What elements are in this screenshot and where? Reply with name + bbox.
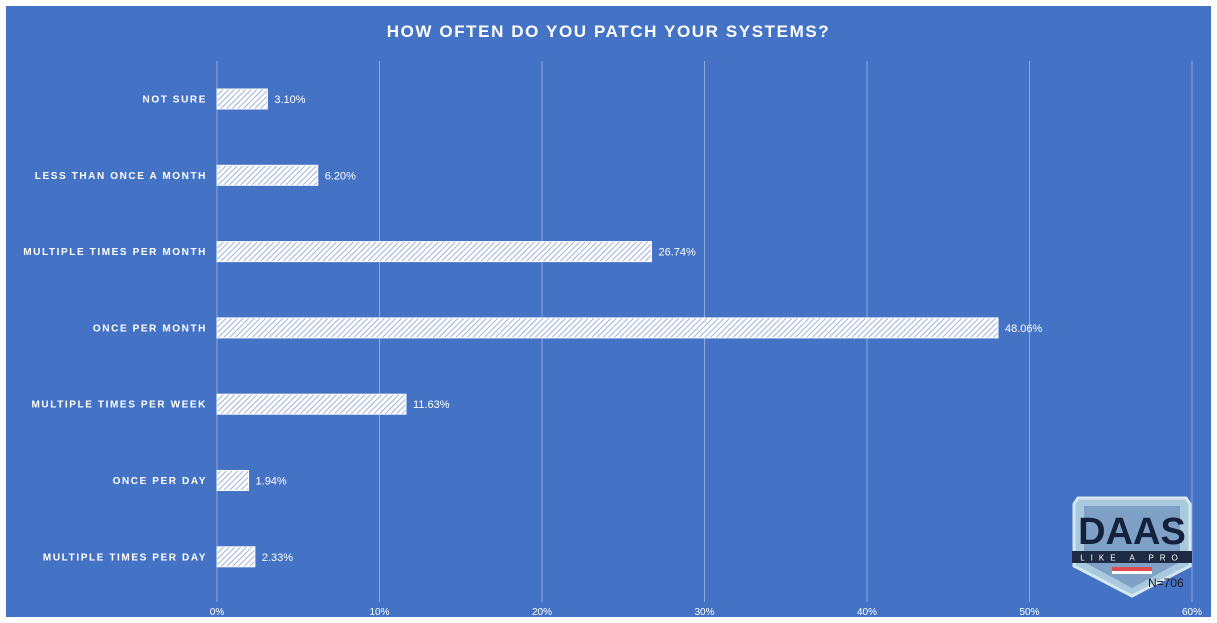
value-label: 6.20%	[325, 170, 356, 182]
x-tick-label-30: 30%	[694, 607, 714, 617]
chart-area: HOW OFTEN DO YOU PATCH YOUR SYSTEMS? 0% 1…	[6, 6, 1211, 617]
value-label: 26.74%	[659, 247, 697, 259]
bar-multiple-times-per-month	[216, 241, 653, 263]
x-tick-label-20: 20%	[532, 607, 552, 617]
bar-less-than-once-a-month	[216, 164, 319, 186]
category-label: MULTIPLE TIMES PER DAY	[43, 552, 207, 563]
chart-title: HOW OFTEN DO YOU PATCH YOUR SYSTEMS?	[386, 22, 831, 41]
bar-once-per-day	[216, 470, 250, 491]
x-tick-label-50: 50%	[1019, 607, 1039, 617]
value-label: 48.06%	[1005, 323, 1043, 335]
category-label: ONCE PER DAY	[113, 476, 207, 487]
value-label: 2.33%	[262, 552, 293, 564]
value-label: 1.94%	[256, 476, 287, 488]
daas-logo: DAAS LIKE A PRO	[1072, 496, 1192, 598]
bar-not-sure	[216, 88, 268, 110]
logo-main-text: DAAS	[1078, 511, 1186, 553]
sample-size-annotation: N=706	[1148, 576, 1184, 590]
value-label: 3.10%	[274, 94, 305, 106]
category-label: LESS THAN ONCE A MONTH	[35, 171, 207, 182]
x-tick-label-0: 0%	[210, 607, 225, 617]
category-label: MULTIPLE TIMES PER WEEK	[31, 400, 207, 411]
value-label: 11.63%	[413, 399, 450, 411]
bar-once-per-month	[216, 317, 999, 339]
x-tick-label-60: 60%	[1182, 607, 1202, 617]
x-tick-label-10: 10%	[369, 607, 389, 617]
x-tick-label-40: 40%	[857, 607, 877, 617]
category-label: MULTIPLE TIMES PER MONTH	[23, 247, 207, 258]
bar-multiple-times-per-week	[216, 393, 407, 415]
category-label: NOT SURE	[143, 95, 207, 106]
category-label: ONCE PER MONTH	[93, 323, 207, 334]
logo-sub-text: LIKE A PRO	[1080, 554, 1184, 563]
bar-multiple-times-per-day	[216, 546, 256, 568]
bar-chart-plot: 0% 10% 20% 30% 40% 50% 60% NOT SURE 3.10% LESS TH…	[23, 61, 1202, 617]
